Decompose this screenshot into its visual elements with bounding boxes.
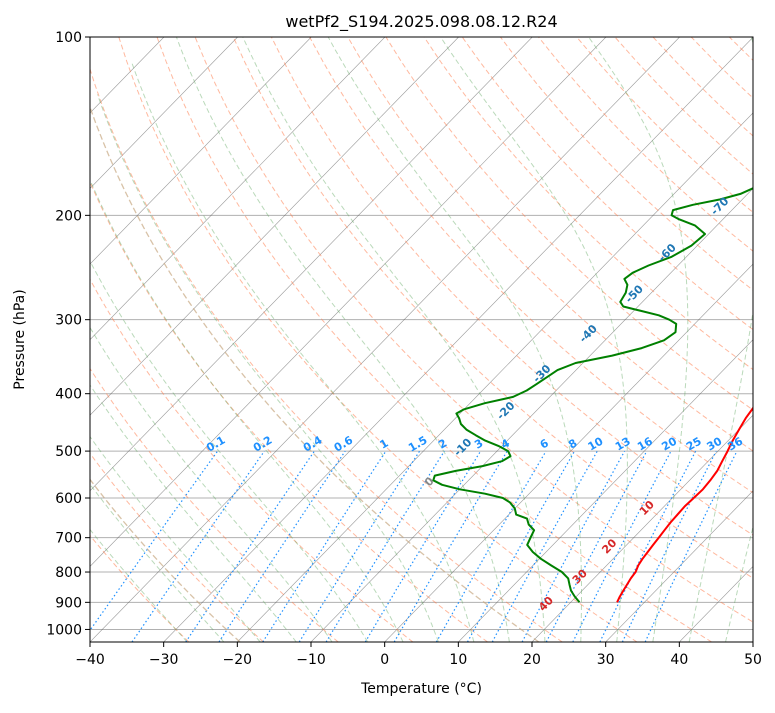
chart-title: wetPf2_S194.2025.098.08.12.R24 [285, 12, 557, 32]
y-tick-label: 600 [55, 491, 82, 507]
x-tick-label: −40 [75, 652, 105, 668]
y-tick-label: 200 [55, 208, 82, 224]
y-tick-label: 500 [55, 444, 82, 460]
x-tick-label: −20 [223, 652, 253, 668]
x-tick-label: 30 [597, 652, 615, 668]
x-tick-label: 40 [670, 652, 688, 668]
y-tick-label: 900 [55, 595, 82, 611]
x-tick-label: 10 [449, 652, 467, 668]
x-axis-label: Temperature (°C) [360, 681, 482, 697]
y-tick-label: 800 [55, 565, 82, 581]
x-tick-label: −10 [296, 652, 326, 668]
y-axis-label: Pressure (hPa) [12, 289, 28, 389]
x-tick-label: 20 [523, 652, 541, 668]
y-tick-label: 700 [55, 531, 82, 547]
x-tick-label: −30 [149, 652, 179, 668]
x-tick-label: 0 [380, 652, 389, 668]
y-tick-label: 100 [55, 30, 82, 46]
x-tick-label: 50 [744, 652, 762, 668]
y-tick-label: 300 [55, 313, 82, 329]
y-tick-label: 1000 [46, 622, 82, 638]
y-tick-label: 400 [55, 387, 82, 403]
